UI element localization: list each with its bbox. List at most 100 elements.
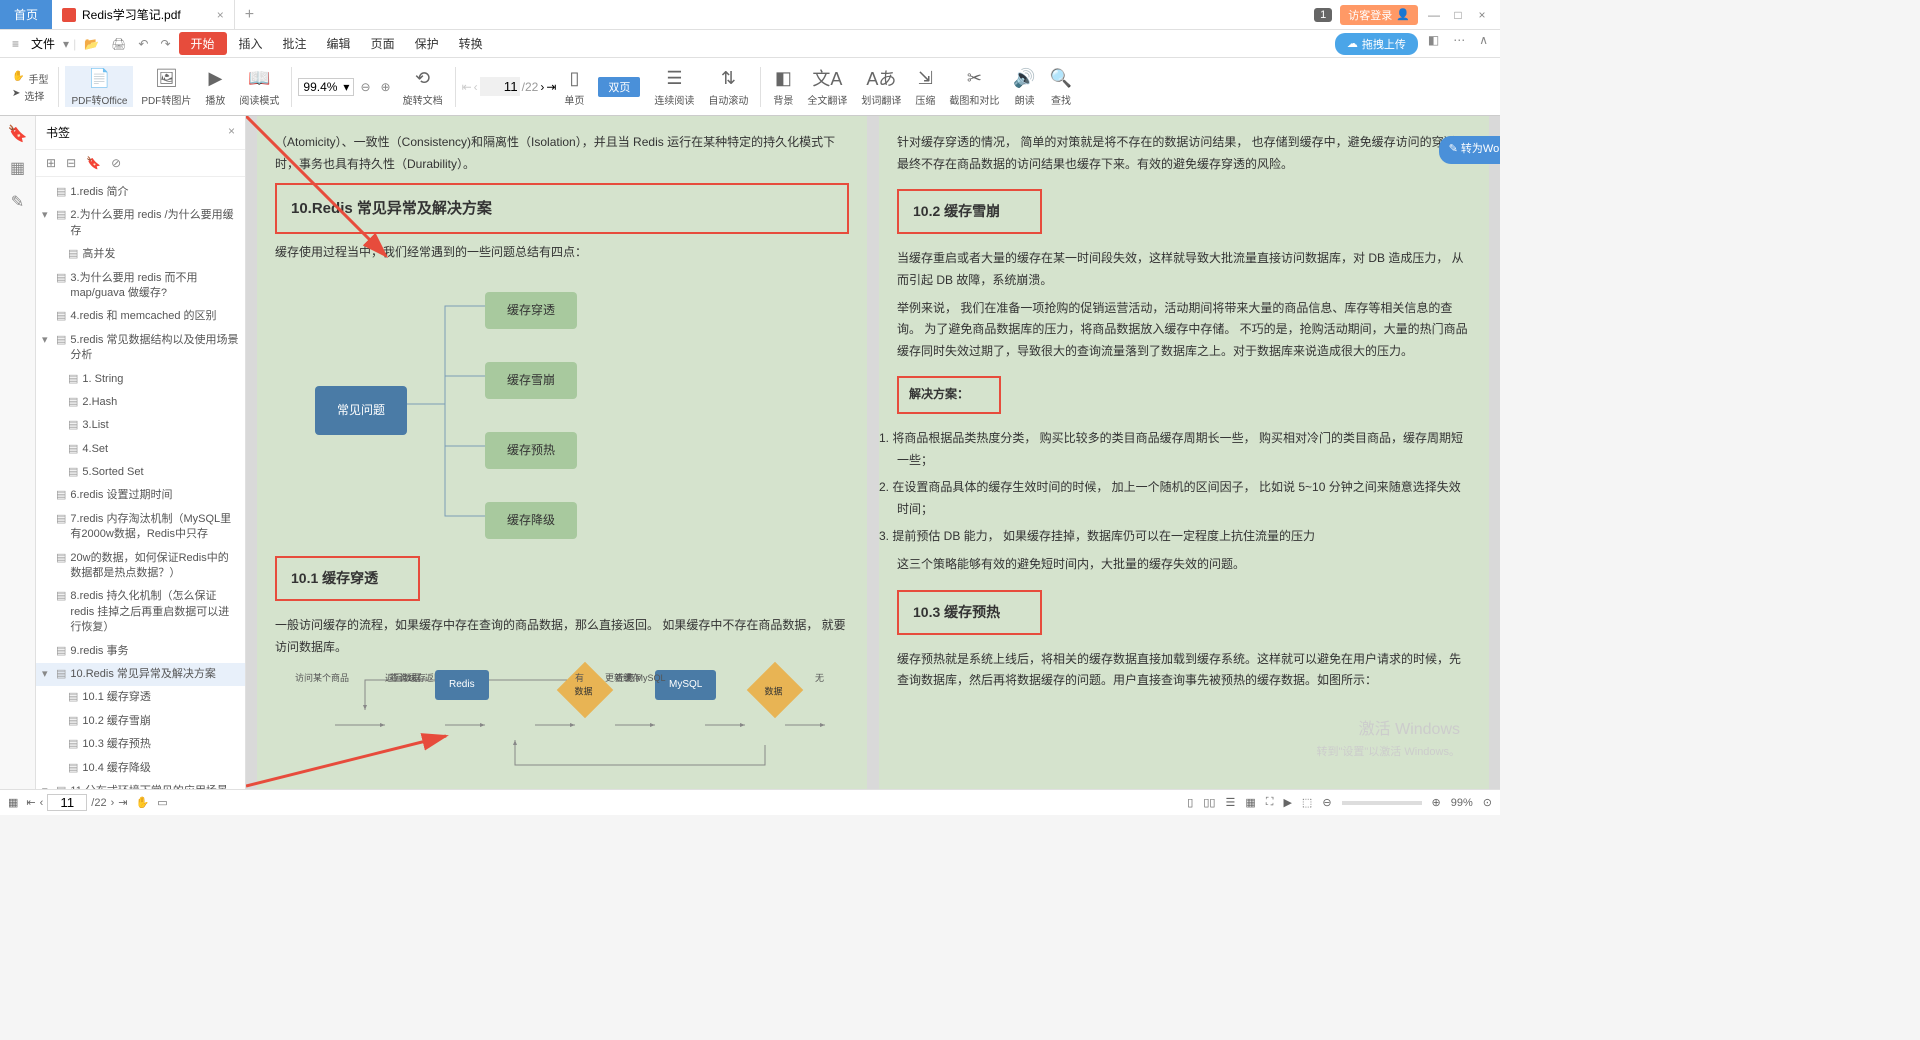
bookmarks-close-icon[interactable]: × [228, 124, 235, 141]
zoom-out-icon[interactable]: ⊖ [356, 80, 374, 94]
maximize-icon[interactable]: □ [1450, 8, 1466, 22]
zoom-select[interactable]: 99.4%▾ [298, 78, 354, 96]
status-first-icon[interactable]: ⇤ [26, 796, 35, 809]
bookmark-item[interactable]: ▤6.redis 设置过期时间 [36, 484, 245, 507]
find-button[interactable]: 🔍查找 [1044, 66, 1078, 107]
continuous-read-button[interactable]: ☰连续阅读 [648, 66, 700, 107]
print-icon[interactable]: 🖨 [107, 37, 130, 51]
file-tab[interactable]: Redis学习笔记.pdf × [52, 0, 235, 29]
last-page-icon[interactable]: ⇥ [546, 80, 556, 94]
word-translate-button[interactable]: Aあ划词翻译 [855, 66, 907, 107]
bookmark-item[interactable]: ▤2.Hash [36, 391, 245, 414]
status-fullscreen-icon[interactable]: ⬚ [1302, 796, 1312, 809]
bookmark-item[interactable]: ▾▤5.redis 常见数据结构以及使用场景分析 [36, 329, 245, 368]
status-select-icon[interactable]: ▭ [157, 796, 167, 809]
speak-button[interactable]: 🔊朗读 [1007, 66, 1041, 107]
status-view3-icon[interactable]: ☰ [1225, 796, 1235, 809]
bookmark-item[interactable]: ▤4.Set [36, 438, 245, 461]
status-zoom-out-icon[interactable]: ⊖ [1322, 796, 1331, 809]
status-last-icon[interactable]: ⇥ [118, 796, 127, 809]
new-tab-button[interactable]: + [235, 6, 264, 24]
pdf-to-office-button[interactable]: 📄PDF转Office [65, 66, 133, 107]
prev-page-icon[interactable]: ‹ [474, 80, 478, 94]
hand-icon[interactable]: ✋ [12, 71, 24, 86]
status-view1-icon[interactable]: ▯ [1187, 796, 1193, 809]
status-fit-icon[interactable]: ⛶ [1266, 796, 1274, 809]
bookmark-item[interactable]: ▤8.redis 持久化机制（怎么保证 redis 挂掉之后再重启数据可以进行恢… [36, 585, 245, 639]
bm-tool-2-icon[interactable]: ⊟ [66, 156, 76, 170]
bm-tool-1-icon[interactable]: ⊞ [46, 156, 56, 170]
zoom-in-icon[interactable]: ⊕ [377, 80, 395, 94]
status-view4-icon[interactable]: ▦ [1245, 796, 1255, 809]
bm-tool-3-icon[interactable]: 🔖 [86, 156, 101, 170]
status-page-input[interactable] [47, 794, 87, 811]
close-icon[interactable]: × [1474, 8, 1490, 22]
menu-convert[interactable]: 转换 [451, 35, 491, 52]
convert-to-word-button[interactable]: ✎ 转为Word [1439, 136, 1500, 164]
bookmark-item[interactable]: ▤10.3 缓存预热 [36, 733, 245, 756]
thumbnails-tab-icon[interactable]: ▦ [10, 158, 25, 178]
bookmark-item[interactable]: ▤3.为什么要用 redis 而不用 map/guava 做缓存? [36, 267, 245, 306]
skin-icon[interactable]: ◧ [1424, 33, 1443, 55]
bookmark-item[interactable]: ▾▤2.为什么要用 redis /为什么要用缓存 [36, 204, 245, 243]
next-page-icon[interactable]: › [540, 80, 544, 94]
read-mode-button[interactable]: 📖阅读模式 [233, 66, 285, 107]
single-page-button[interactable]: ▯单页 [558, 66, 590, 107]
start-tab[interactable]: 开始 [179, 32, 227, 55]
bookmark-item[interactable]: ▤4.redis 和 memcached 的区别 [36, 305, 245, 328]
attachments-tab-icon[interactable]: ✎ [11, 192, 24, 212]
dropdown-icon[interactable]: ▾ [63, 37, 69, 51]
bookmark-item[interactable]: ▤10.2 缓存雪崩 [36, 710, 245, 733]
menu-page[interactable]: 页面 [363, 35, 403, 52]
compress-button[interactable]: ⇲压缩 [909, 66, 941, 107]
status-next-icon[interactable]: › [111, 797, 115, 809]
menu-protect[interactable]: 保护 [407, 35, 447, 52]
status-play-icon[interactable]: ▶ [1283, 796, 1291, 809]
background-button[interactable]: ◧背景 [767, 66, 799, 107]
menu-edit[interactable]: 编辑 [319, 35, 359, 52]
page-input[interactable] [480, 77, 520, 96]
fulltext-translate-button[interactable]: 文A全文翻译 [801, 66, 853, 107]
status-prev-icon[interactable]: ‹ [40, 797, 44, 809]
bookmark-item[interactable]: ▤1. String [36, 368, 245, 391]
bookmark-item[interactable]: ▾▤11.分布式环境下常见的应用场景 [36, 780, 245, 789]
open-icon[interactable]: 📂 [80, 37, 103, 51]
screenshot-button[interactable]: ✂截图和对比 [943, 66, 1005, 107]
cursor-icon[interactable]: ➤ [12, 88, 20, 103]
bookmark-item[interactable]: ▤高并发 [36, 243, 245, 266]
zoom-slider[interactable] [1342, 801, 1422, 805]
tab-close-icon[interactable]: × [217, 8, 224, 22]
more-icon[interactable]: ⋯ [1449, 33, 1469, 55]
expand-icon[interactable]: ∧ [1475, 33, 1492, 55]
login-button[interactable]: 访客登录👤 [1340, 5, 1418, 25]
menu-icon[interactable]: ≡ [8, 37, 23, 51]
bookmark-item[interactable]: ▤20w的数据，如何保证Redis中的数据都是热点数据？） [36, 547, 245, 586]
bookmark-item[interactable]: ▤7.redis 内存淘汰机制（MySQL里有2000w数据，Redis中只存 [36, 508, 245, 547]
first-page-icon[interactable]: ⇤ [462, 80, 472, 94]
bookmark-item[interactable]: ▤10.4 缓存降级 [36, 757, 245, 780]
notification-badge[interactable]: 1 [1314, 8, 1332, 22]
bookmark-item[interactable]: ▤5.Sorted Set [36, 461, 245, 484]
bookmark-item[interactable]: ▤9.redis 事务 [36, 640, 245, 663]
status-view2-icon[interactable]: ▯▯ [1203, 796, 1215, 809]
file-menu[interactable]: 文件 [27, 35, 59, 52]
upload-button[interactable]: ☁拖拽上传 [1335, 33, 1418, 55]
home-tab[interactable]: 首页 [0, 0, 52, 29]
autoscroll-button[interactable]: ⇅自动滚动 [702, 66, 754, 107]
play-button[interactable]: ▶播放 [199, 66, 231, 107]
bookmark-item[interactable]: ▾▤10.Redis 常见异常及解决方案 [36, 663, 245, 686]
bookmark-item[interactable]: ▤1.redis 简介 [36, 181, 245, 204]
status-layout-icon[interactable]: ▦ [8, 796, 18, 809]
status-more-icon[interactable]: ⊙ [1483, 796, 1492, 809]
menu-insert[interactable]: 插入 [231, 35, 271, 52]
bm-tool-4-icon[interactable]: ⊘ [111, 156, 121, 170]
bookmark-item[interactable]: ▤3.List [36, 414, 245, 437]
status-zoom-in-icon[interactable]: ⊕ [1432, 796, 1441, 809]
undo-icon[interactable]: ↶ [134, 37, 152, 51]
minimize-icon[interactable]: — [1426, 8, 1442, 22]
bookmark-item[interactable]: ▤10.1 缓存穿透 [36, 686, 245, 709]
status-hand-icon[interactable]: ✋ [135, 796, 149, 809]
menu-annotate[interactable]: 批注 [275, 35, 315, 52]
rotate-button[interactable]: ⟲旋转文档 [397, 66, 449, 107]
redo-icon[interactable]: ↷ [156, 37, 174, 51]
